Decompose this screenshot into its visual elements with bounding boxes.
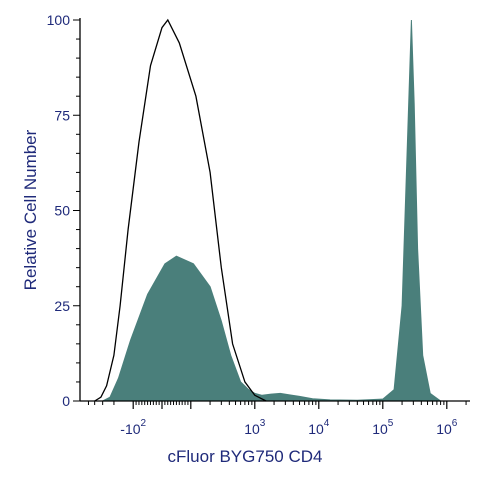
y-axis-title: Relative Cell Number [21, 129, 40, 290]
x-tick-base: -10 [120, 421, 140, 437]
stained-histogram-area [102, 19, 443, 402]
x-tick-exponent: 3 [260, 418, 266, 429]
x-tick-label: 103 [244, 418, 266, 437]
axis-layer [73, 18, 470, 409]
x-tick-base: 10 [308, 421, 324, 437]
control-histogram-line [94, 18, 267, 402]
x-tick-exponent: 2 [141, 418, 147, 429]
x-tick-exponent: 4 [324, 418, 330, 429]
x-tick-base: 10 [436, 421, 452, 437]
y-tick-label: 0 [62, 393, 70, 409]
x-tick-base: 10 [372, 421, 388, 437]
x-tick-label: 104 [308, 418, 330, 437]
y-tick-label: 25 [54, 298, 70, 314]
x-tick-exponent: 6 [452, 418, 458, 429]
x-tick-label: 106 [436, 418, 458, 437]
y-tick-label: 100 [47, 12, 71, 28]
x-tick-base: 10 [244, 421, 260, 437]
y-tick-label: 50 [54, 203, 70, 219]
x-tick-exponent: 5 [388, 418, 394, 429]
y-tick-label: 75 [54, 107, 70, 123]
x-tick-label: -102 [120, 418, 146, 437]
data-layer [94, 18, 443, 402]
x-axis-title: cFluor BYG750 CD4 [168, 447, 323, 466]
x-tick-label: 105 [372, 418, 394, 437]
